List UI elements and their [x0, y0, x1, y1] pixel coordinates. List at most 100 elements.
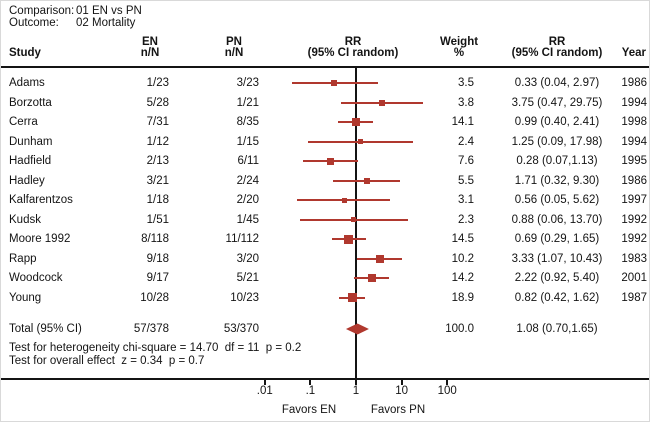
col-header-rr-text: RR [548, 36, 566, 48]
col-header-pn-nn: n/N [224, 47, 244, 59]
study-pn-nn: 8/35 [236, 116, 259, 128]
study-year: 1983 [621, 252, 647, 265]
study-year: 1992 [621, 233, 647, 245]
axis-tick-label: 100 [437, 385, 457, 397]
study-rr-ci-text: 0.88 (0.06, 13.70) [511, 213, 603, 226]
study-rr-ci-text: 1.71 (0.32, 9.30) [514, 174, 600, 187]
study-weight: 14.5 [451, 233, 474, 245]
rr-point-marker [363, 177, 370, 184]
study-rr-ci-text: 0.28 (0.07,1.13) [516, 155, 598, 167]
study-pn-nn: 1/21 [236, 96, 259, 109]
study-name: Rapp [9, 252, 37, 265]
study-en-nn: 1/51 [146, 213, 169, 226]
study-en-nn: 8/118 [141, 233, 169, 245]
total-rr-ci: 1.08 (0.70,1.65) [516, 323, 598, 335]
study-year: 1986 [621, 77, 647, 89]
reference-line-rr1 [355, 68, 357, 385]
study-rr-ci-text: 0.99 (0.40, 2.41) [514, 116, 600, 128]
study-weight: 3.8 [458, 96, 474, 109]
axis-tick [355, 380, 357, 385]
study-rr-ci-text: 0.33 (0.04, 2.97) [514, 77, 600, 89]
study-name: Young [9, 291, 42, 304]
study-weight: 14.1 [451, 116, 474, 128]
study-year: 1986 [621, 174, 647, 187]
comparison-value: 01 EN vs PN [76, 5, 142, 17]
col-header-year: Year [621, 47, 646, 59]
study-weight: 10.2 [451, 252, 474, 265]
rr-point-marker [327, 157, 335, 165]
outcome-value: 02 Mortality [76, 17, 136, 29]
axis-tick [309, 380, 312, 385]
col-header-weight: Weight [439, 36, 479, 48]
study-pn-nn: 1/15 [236, 135, 259, 148]
header-rule [1, 66, 649, 68]
study-en-nn: 1/18 [146, 194, 169, 206]
study-pn-nn: 2/24 [236, 174, 259, 187]
comparison-label: Comparison: [9, 5, 75, 17]
study-weight: 3.5 [458, 77, 474, 89]
study-rr-ci-text: 0.82 (0.42, 1.62) [514, 291, 600, 304]
rr-point-marker [331, 80, 337, 86]
study-pn-nn: 3/23 [236, 77, 259, 89]
study-year: 1998 [621, 116, 647, 128]
study-weight: 2.3 [458, 213, 474, 226]
heterogeneity-test-text: Test for heterogeneity chi-square = 14.7… [9, 342, 302, 354]
study-weight: 14.2 [451, 272, 474, 284]
study-en-nn: 5/28 [146, 96, 169, 109]
col-header-study: Study [9, 47, 41, 59]
study-name: Woodcock [9, 272, 63, 284]
study-name: Hadfield [9, 155, 52, 167]
study-en-nn: 3/21 [146, 174, 169, 187]
col-header-rr-text-ci: (95% CI random) [511, 47, 603, 59]
col-header-weight-pct: % [453, 47, 465, 59]
study-pn-nn: 6/11 [237, 155, 259, 167]
total-pn-nn: 53/370 [223, 323, 259, 335]
study-rr-ci-text: 0.69 (0.29, 1.65) [514, 233, 600, 245]
study-pn-nn: 11/112 [225, 233, 259, 245]
study-pn-nn: 1/45 [236, 213, 259, 226]
rr-point-marker [375, 254, 384, 263]
axis-tick [263, 380, 266, 385]
col-header-rr-plot: RR [344, 36, 362, 48]
study-en-nn: 10/28 [140, 291, 169, 304]
axis-tick-label: .01 [256, 385, 273, 397]
outcome-label: Outcome: [9, 17, 59, 29]
favors-en-label: Favors EN [281, 404, 337, 416]
study-year: 1992 [621, 213, 647, 226]
rr-point-marker [357, 139, 363, 144]
study-name: Moore 1992 [9, 233, 71, 245]
col-header-pn: PN [226, 36, 242, 48]
study-weight: 5.5 [458, 174, 474, 187]
study-year: 1997 [621, 194, 647, 206]
study-pn-nn: 5/21 [236, 272, 259, 284]
study-year: 1994 [621, 96, 647, 109]
study-year: 1987 [621, 291, 647, 304]
study-weight: 18.9 [451, 291, 474, 304]
rr-point-marker [351, 118, 360, 126]
study-en-nn: 9/18 [146, 252, 169, 265]
study-name: Cerra [9, 116, 38, 128]
study-rr-ci-text: 1.25 (0.09, 17.98) [511, 135, 603, 148]
study-name: Kudsk [9, 213, 41, 226]
col-header-en: EN [142, 36, 158, 48]
study-name: Dunham [9, 135, 53, 148]
study-en-nn: 1/12 [146, 135, 169, 148]
study-name: Adams [9, 77, 45, 89]
study-name: Borzotta [9, 96, 52, 109]
axis-tick-label: 1 [352, 385, 360, 397]
study-pn-nn: 2/20 [236, 194, 259, 206]
study-pn-nn: 10/23 [230, 291, 259, 304]
study-rr-ci-text: 3.75 (0.47, 29.75) [511, 96, 603, 109]
total-label: Total (95% CI) [9, 323, 82, 335]
study-weight: 3.1 [458, 194, 474, 206]
study-year: 2001 [621, 272, 647, 284]
col-header-en-nn: n/N [140, 47, 160, 59]
study-pn-nn: 3/20 [236, 252, 259, 265]
rr-point-marker [379, 99, 386, 106]
rr-point-marker [344, 234, 354, 244]
axis-tick [400, 380, 403, 385]
study-en-nn: 1/23 [146, 77, 169, 89]
study-name: Hadley [9, 174, 45, 187]
study-year: 1995 [621, 155, 647, 167]
